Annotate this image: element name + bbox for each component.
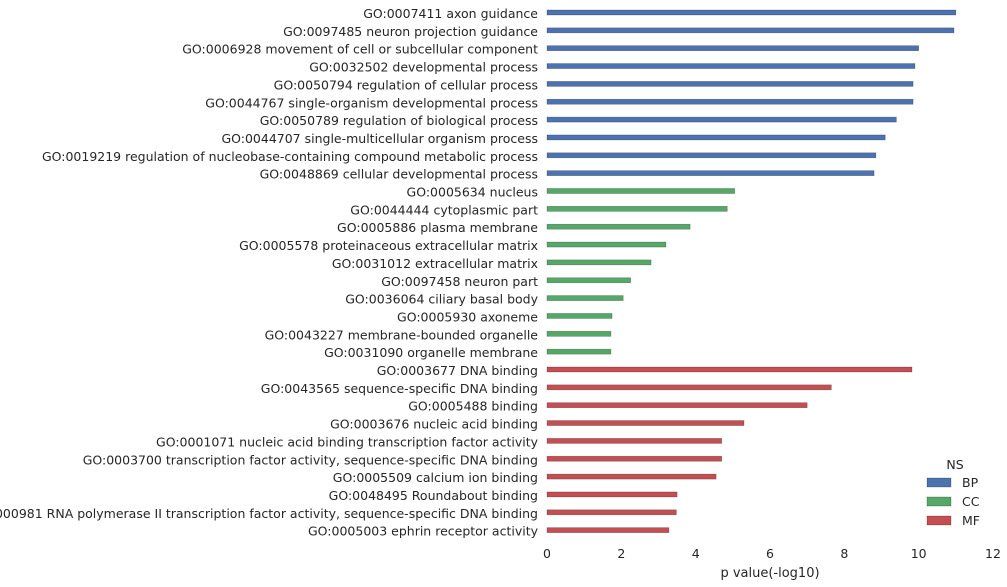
category-label-16: GO:0097458 neuron part bbox=[381, 274, 538, 289]
bar-24 bbox=[546, 420, 745, 426]
bar-30 bbox=[546, 527, 670, 533]
bar-7 bbox=[546, 116, 897, 123]
bar-20 bbox=[546, 348, 612, 355]
bar-17 bbox=[546, 295, 624, 301]
legend: NS BP CC MF bbox=[926, 457, 980, 528]
legend-title: NS bbox=[946, 457, 963, 472]
category-label-10: GO:0048869 cellular developmental proces… bbox=[260, 167, 538, 182]
bar-2 bbox=[546, 27, 955, 34]
category-label-22: GO:0043565 sequence-specific DNA binding bbox=[261, 381, 538, 396]
category-label-9: GO:0019219 regulation of nucleobase-cont… bbox=[42, 149, 538, 164]
legend-swatch-cc bbox=[926, 496, 952, 507]
bar-10 bbox=[546, 170, 875, 176]
category-label-21: GO:0003677 DNA binding bbox=[377, 363, 538, 378]
x-tick-label-3: 4 bbox=[692, 546, 700, 561]
bar-15 bbox=[546, 259, 652, 266]
category-label-1: GO:0007411 axon guidance bbox=[363, 6, 538, 21]
x-tick-label-5: 8 bbox=[840, 546, 848, 561]
category-label-26: GO:0003700 transcription factor activity… bbox=[83, 452, 538, 467]
bar-28 bbox=[546, 491, 678, 498]
category-label-23: GO:0005488 binding bbox=[408, 399, 538, 414]
bar-27 bbox=[546, 473, 717, 480]
bar-9 bbox=[546, 152, 877, 159]
x-axis-title: p value(-log10) bbox=[720, 566, 819, 581]
bar-1 bbox=[546, 9, 957, 16]
category-label-7: GO:0050789 regulation of biological proc… bbox=[260, 113, 538, 128]
category-label-20: GO:0031090 organelle membrane bbox=[324, 345, 538, 360]
category-label-28: GO:0048495 Roundabout binding bbox=[329, 488, 538, 503]
x-tick-label-6: 10 bbox=[911, 546, 927, 561]
bars-layer bbox=[546, 9, 957, 533]
category-labels: GO:0007411 axon guidance GO:0097485 neuro… bbox=[0, 6, 539, 539]
x-tick-label-2: 2 bbox=[617, 546, 625, 561]
category-label-12: GO:0044444 cytoplasmic part bbox=[350, 202, 538, 217]
category-label-24: GO:0003676 nucleic acid binding bbox=[330, 417, 538, 432]
bar-4 bbox=[546, 63, 916, 69]
category-label-14: GO:0005578 proteinaceous extracellular m… bbox=[239, 238, 538, 253]
bar-5 bbox=[546, 81, 914, 87]
category-label-27: GO:0005509 calcium ion binding bbox=[333, 470, 538, 485]
legend-label-bp: BP bbox=[962, 475, 979, 490]
legend-label-mf: MF bbox=[962, 513, 980, 528]
x-tick-label-7: 12 bbox=[985, 546, 1001, 561]
bar-19 bbox=[546, 330, 612, 337]
legend-label-cc: CC bbox=[962, 494, 980, 509]
bar-25 bbox=[546, 438, 722, 444]
bar-3 bbox=[546, 45, 919, 52]
legend-swatch-mf bbox=[926, 515, 952, 526]
bar-13 bbox=[546, 223, 691, 230]
bar-23 bbox=[546, 402, 808, 409]
x-tick-label-4: 6 bbox=[766, 546, 774, 561]
bar-22 bbox=[546, 384, 832, 391]
bar-29 bbox=[546, 509, 677, 516]
category-label-11: GO:0005634 nucleus bbox=[407, 185, 538, 200]
bar-11 bbox=[546, 188, 735, 194]
bar-18 bbox=[546, 313, 613, 319]
bar-8 bbox=[546, 134, 886, 141]
category-label-29: GO:0000981 RNA polymerase II transcripti… bbox=[0, 506, 538, 521]
category-label-5: GO:0050794 regulation of cellular proces… bbox=[274, 77, 538, 92]
category-label-6: GO:0044767 single-organism developmental… bbox=[205, 95, 538, 110]
category-label-2: GO:0097485 neuron projection guidance bbox=[283, 24, 538, 39]
bar-21 bbox=[546, 366, 913, 373]
category-label-3: GO:0006928 movement of cell or subcellul… bbox=[182, 42, 538, 57]
bar-14 bbox=[546, 241, 667, 248]
category-label-8: GO:0044707 single-multicellular organism… bbox=[221, 131, 538, 146]
category-label-25: GO:0001071 nucleic acid binding transcri… bbox=[156, 434, 539, 449]
category-label-15: GO:0031012 extracellular matrix bbox=[332, 256, 538, 271]
category-label-17: GO:0036064 ciliary basal body bbox=[345, 292, 538, 307]
bar-26 bbox=[546, 455, 722, 462]
category-label-19: GO:0043227 membrane-bounded organelle bbox=[265, 327, 539, 342]
bar-12 bbox=[546, 206, 728, 212]
category-label-13: GO:0005886 plasma membrane bbox=[337, 220, 538, 235]
legend-entries: BP CC MF bbox=[926, 475, 980, 528]
category-label-30: GO:0005003 ephrin receptor activity bbox=[308, 524, 539, 539]
legend-swatch-bp bbox=[926, 477, 952, 488]
x-axis: 0 2 4 6 8 10 12 bbox=[543, 546, 1001, 561]
x-tick-label-1: 0 bbox=[543, 546, 551, 561]
category-label-18: GO:0005930 axoneme bbox=[397, 309, 538, 324]
bar-16 bbox=[546, 277, 631, 284]
category-label-4: GO:0032502 developmental process bbox=[309, 60, 538, 75]
bar-6 bbox=[546, 98, 914, 105]
